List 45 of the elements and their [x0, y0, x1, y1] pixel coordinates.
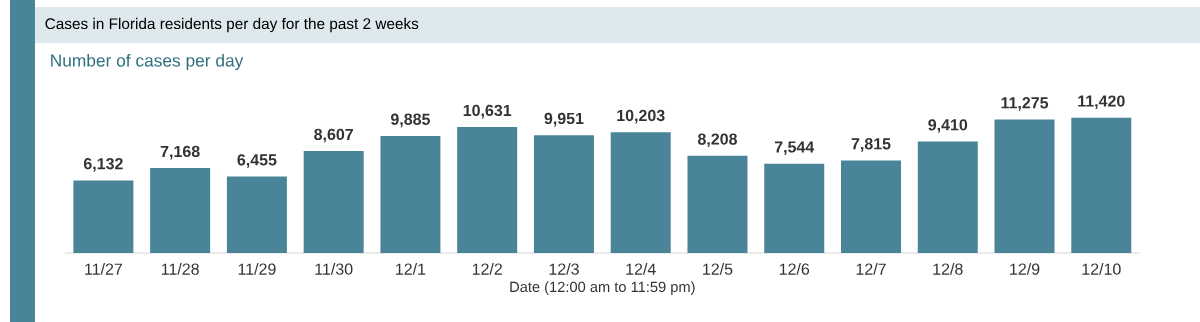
chart-title: Cases in Florida residents per day for the past 2 weeks [45, 17, 419, 33]
data-label: 9,951 [544, 112, 584, 127]
bar [380, 135, 441, 253]
data-label: 9,885 [390, 113, 430, 128]
x-tick-label: 11/28 [161, 263, 199, 275]
data-label: 10,203 [617, 109, 665, 124]
data-label: 6,455 [237, 154, 277, 168]
bar [533, 135, 594, 253]
data-label: 7,168 [160, 145, 200, 160]
x-tick-label: 12/8 [933, 263, 963, 275]
x-tick-label: 12/6 [779, 263, 810, 275]
data-label: 7,815 [851, 138, 891, 152]
chart-subtitle: Number of cases per day [51, 53, 244, 71]
data-label: 10,631 [463, 104, 512, 119]
x-tick-label: 11/29 [238, 263, 276, 275]
x-tick-label: 11/27 [85, 263, 122, 275]
bar [917, 141, 978, 253]
x-tick-label: 12/4 [626, 263, 656, 275]
x-tick-label: 12/5 [703, 263, 733, 275]
bar [994, 119, 1055, 253]
data-label: 8,607 [314, 128, 353, 143]
x-tick-label: 12/7 [856, 263, 886, 275]
x-axis-title: Date (12:00 am to 11:59 pm) [510, 281, 695, 295]
bar [687, 155, 748, 253]
bar [1071, 117, 1132, 253]
bar [841, 160, 902, 253]
x-tick-label: 12/10 [1082, 263, 1121, 275]
bar [150, 168, 211, 253]
bar [303, 151, 364, 253]
bar [764, 163, 825, 253]
data-label: 11,420 [1078, 95, 1125, 110]
data-label: 8,208 [697, 133, 737, 148]
data-label: 9,410 [928, 119, 968, 133]
x-tick-label: 12/3 [549, 263, 579, 275]
data-label: 6,132 [83, 158, 123, 172]
data-label: 7,544 [774, 141, 815, 155]
x-tick-label: 11/30 [315, 263, 353, 275]
bar [73, 180, 134, 253]
bar [457, 127, 518, 253]
x-tick-label: 12/9 [1010, 263, 1040, 275]
bar [226, 176, 287, 253]
bar [610, 132, 671, 253]
data-label: 11,275 [1001, 97, 1049, 111]
x-tick-label: 12/2 [472, 263, 502, 275]
x-tick-label: 12/1 [396, 263, 426, 275]
